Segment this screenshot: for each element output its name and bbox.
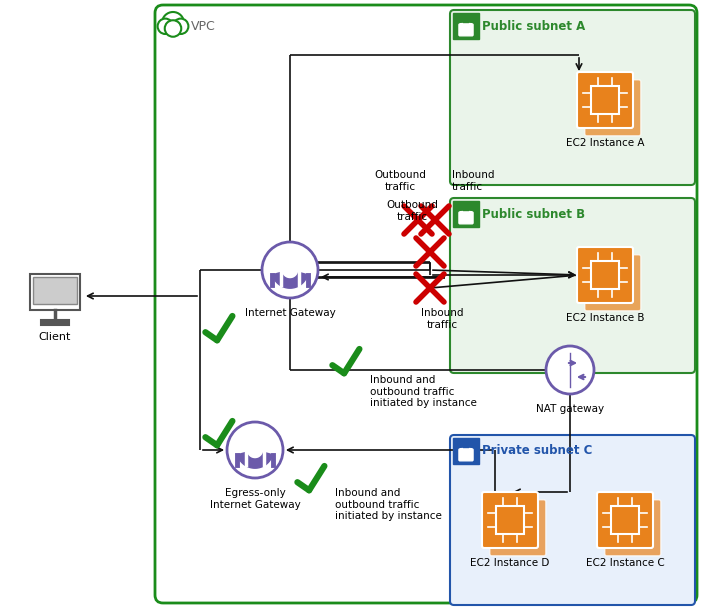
FancyBboxPatch shape	[585, 255, 641, 311]
FancyBboxPatch shape	[450, 10, 695, 185]
Bar	[610, 506, 639, 534]
Circle shape	[162, 12, 184, 34]
Text: Private subnet C: Private subnet C	[482, 444, 592, 458]
Text: VPC: VPC	[191, 21, 215, 34]
Text: EC2 Instance B: EC2 Instance B	[566, 313, 644, 323]
Text: Egress-only
Internet Gateway: Egress-only Internet Gateway	[210, 488, 301, 510]
FancyBboxPatch shape	[577, 247, 633, 303]
Text: Inbound
traffic: Inbound traffic	[421, 308, 463, 329]
FancyBboxPatch shape	[490, 500, 546, 556]
Text: Outbound
traffic: Outbound traffic	[386, 200, 438, 222]
Text: Client: Client	[39, 332, 71, 342]
Bar	[496, 506, 524, 534]
Text: Outbound
traffic: Outbound traffic	[374, 170, 426, 192]
FancyBboxPatch shape	[482, 492, 538, 548]
Text: Public subnet B: Public subnet B	[482, 208, 585, 221]
FancyBboxPatch shape	[459, 24, 473, 36]
Text: Public subnet A: Public subnet A	[482, 20, 585, 32]
Circle shape	[227, 422, 283, 478]
Text: Inbound and
outbound traffic
initiated by instance: Inbound and outbound traffic initiated b…	[335, 488, 442, 521]
FancyBboxPatch shape	[450, 435, 695, 605]
Text: EC2 Instance D: EC2 Instance D	[470, 558, 550, 568]
FancyBboxPatch shape	[585, 80, 641, 136]
Bar	[453, 13, 479, 39]
FancyBboxPatch shape	[459, 449, 473, 461]
FancyBboxPatch shape	[459, 212, 473, 224]
Text: Internet Gateway: Internet Gateway	[244, 308, 335, 318]
Text: EC2 Instance C: EC2 Instance C	[586, 558, 665, 568]
Circle shape	[262, 242, 318, 298]
Circle shape	[165, 20, 181, 37]
Polygon shape	[272, 273, 308, 288]
Bar	[30, 274, 80, 310]
Text: EC2 Instance A: EC2 Instance A	[566, 138, 644, 148]
Text: NAT gateway: NAT gateway	[536, 404, 604, 414]
Bar	[453, 438, 479, 464]
Bar	[591, 261, 620, 289]
Circle shape	[158, 18, 173, 34]
FancyBboxPatch shape	[577, 72, 633, 128]
Polygon shape	[237, 452, 272, 468]
Circle shape	[173, 18, 189, 34]
Circle shape	[546, 346, 594, 394]
Bar	[41, 320, 69, 325]
FancyBboxPatch shape	[450, 198, 695, 373]
Bar	[591, 86, 620, 114]
FancyBboxPatch shape	[605, 500, 661, 556]
FancyBboxPatch shape	[155, 5, 697, 603]
Text: Inbound
traffic: Inbound traffic	[452, 170, 494, 192]
Bar	[453, 201, 479, 227]
FancyBboxPatch shape	[597, 492, 653, 548]
Text: Inbound and
outbound traffic
initiated by instance: Inbound and outbound traffic initiated b…	[370, 375, 477, 408]
Bar	[33, 277, 77, 304]
